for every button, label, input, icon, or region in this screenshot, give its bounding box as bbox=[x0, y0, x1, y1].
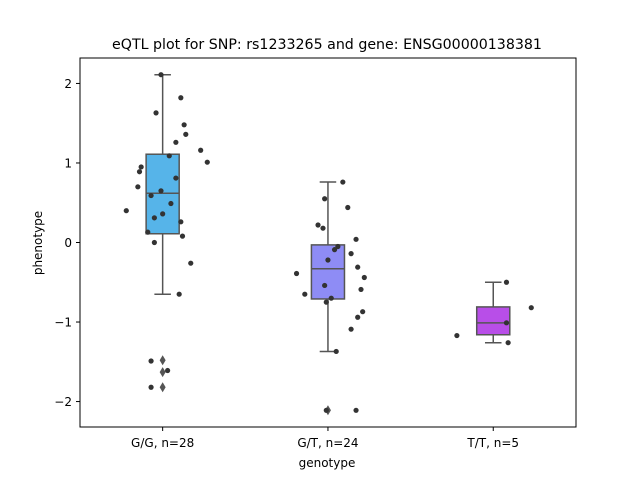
data-point bbox=[505, 340, 511, 346]
data-point bbox=[135, 184, 141, 190]
data-point bbox=[325, 257, 331, 263]
data-point bbox=[165, 367, 171, 374]
data-point bbox=[204, 159, 210, 165]
y-axis-label: phenotype bbox=[31, 211, 45, 275]
outlier-marker bbox=[159, 367, 166, 378]
plot-frame bbox=[79, 57, 577, 428]
data-point bbox=[353, 407, 359, 413]
data-point bbox=[158, 188, 164, 194]
data-point bbox=[328, 295, 334, 301]
plot-area: 2 1 0 −1 −2 G/G, n=28 G/T, n=24 T/T, n=5 bbox=[54, 57, 577, 450]
data-point bbox=[179, 233, 186, 239]
data-point bbox=[345, 204, 351, 211]
data-point bbox=[153, 110, 159, 116]
data-point bbox=[315, 222, 321, 228]
data-point bbox=[320, 225, 326, 231]
box-iqr bbox=[310, 244, 346, 300]
data-point bbox=[148, 192, 154, 199]
data-point bbox=[454, 332, 460, 339]
y-tick-label: −1 bbox=[54, 316, 72, 330]
data-point bbox=[333, 348, 339, 355]
data-point bbox=[148, 358, 154, 364]
x-axis-label: genotype bbox=[299, 456, 356, 470]
x-tick-label: G/G, n=28 bbox=[131, 436, 194, 450]
data-point bbox=[503, 279, 510, 285]
data-point bbox=[151, 215, 157, 221]
data-point bbox=[331, 247, 338, 253]
outlier-marker bbox=[159, 382, 166, 393]
data-point bbox=[148, 384, 154, 390]
data-point bbox=[340, 179, 346, 185]
data-point bbox=[348, 326, 354, 332]
data-point bbox=[123, 208, 129, 214]
data-point bbox=[168, 200, 174, 207]
data-point bbox=[348, 251, 354, 257]
data-point bbox=[151, 239, 157, 246]
y-tick-label: 0 bbox=[64, 236, 72, 250]
data-point bbox=[176, 291, 182, 297]
data-point bbox=[145, 229, 151, 235]
y-tick-label: 2 bbox=[64, 77, 72, 91]
x-tick-label: T/T, n=5 bbox=[466, 436, 519, 450]
data-point bbox=[355, 264, 361, 270]
data-point bbox=[322, 282, 328, 289]
data-point bbox=[158, 72, 164, 78]
x-tick-label: G/T, n=24 bbox=[297, 436, 358, 450]
data-point bbox=[183, 131, 189, 137]
y-tick-label: −2 bbox=[54, 395, 72, 409]
data-point bbox=[136, 169, 143, 175]
data-point bbox=[503, 320, 510, 326]
data-point bbox=[302, 291, 308, 297]
data-point bbox=[323, 407, 329, 413]
data-point bbox=[173, 139, 179, 145]
data-point bbox=[528, 305, 534, 311]
box-iqr bbox=[475, 306, 511, 336]
data-point bbox=[188, 260, 194, 266]
y-tick-label: 1 bbox=[64, 156, 72, 170]
data-point bbox=[360, 309, 366, 315]
data-point bbox=[293, 270, 300, 277]
data-point bbox=[181, 122, 187, 128]
data-point bbox=[323, 299, 329, 305]
data-point bbox=[353, 236, 359, 242]
data-point bbox=[138, 164, 144, 170]
data-point bbox=[166, 153, 172, 159]
data-point bbox=[198, 147, 204, 153]
data-point bbox=[358, 286, 364, 293]
chart-title: eQTL plot for SNP: rs1233265 and gene: E… bbox=[112, 37, 542, 53]
data-point bbox=[355, 314, 361, 320]
data-point bbox=[322, 196, 328, 202]
data-point bbox=[178, 219, 184, 225]
data-point bbox=[361, 274, 367, 281]
data-point bbox=[178, 95, 184, 101]
data-point bbox=[160, 211, 166, 217]
data-point bbox=[335, 243, 341, 250]
outlier-marker bbox=[159, 355, 166, 366]
data-point bbox=[173, 175, 179, 181]
